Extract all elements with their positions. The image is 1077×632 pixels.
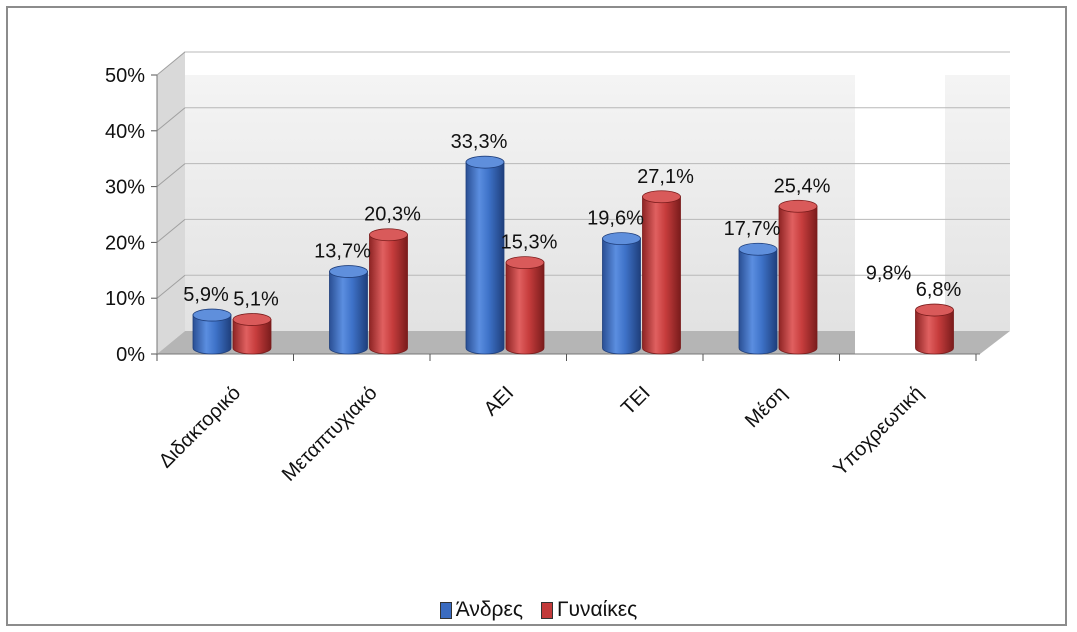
data-label: 13,7% xyxy=(314,241,371,263)
y-tick-label: 10% xyxy=(105,288,145,310)
x-tick-label: Υποχρεωτική xyxy=(829,382,927,480)
gridline-depth xyxy=(156,274,186,299)
legend: Άνδρες Γυναίκες xyxy=(0,596,1077,624)
legend-item-men: Άνδρες xyxy=(439,598,523,622)
data-label: 27,1% xyxy=(637,166,694,188)
x-tick-label: Μέση xyxy=(741,382,791,432)
data-label: 6,8% xyxy=(916,279,962,301)
legend-swatch-men xyxy=(439,601,452,619)
gridline-depth xyxy=(156,107,186,132)
data-label: 17,7% xyxy=(724,218,781,240)
chart-gap xyxy=(855,45,945,360)
bar-women xyxy=(642,190,681,355)
y-tick-label: 20% xyxy=(105,232,145,254)
data-label: 15,3% xyxy=(501,232,558,254)
x-tick-label: Διδακτορικό xyxy=(155,382,245,472)
bar-women xyxy=(232,313,272,355)
y-tick-label: 30% xyxy=(105,177,145,199)
bar-women xyxy=(369,228,408,355)
x-tick-label: ΑΕΙ xyxy=(480,382,518,420)
data-label: 33,3% xyxy=(451,131,508,153)
y-tick-label: 40% xyxy=(105,121,145,143)
gridline-depth xyxy=(156,219,186,243)
gridline-depth xyxy=(156,51,186,76)
legend-swatch-women xyxy=(540,601,553,619)
data-label: 25,4% xyxy=(774,175,831,197)
bar-men xyxy=(192,308,232,355)
y-tick-label: 0% xyxy=(116,344,145,366)
bar-women xyxy=(505,256,545,355)
gridline-depth xyxy=(156,163,186,187)
data-label: 19,6% xyxy=(587,208,644,230)
data-label: 5,9% xyxy=(183,284,229,306)
data-label: 9,8% xyxy=(866,262,912,284)
legend-label-women: Γυναίκες xyxy=(556,598,638,621)
x-tick-label: Μεταπτυχιακό xyxy=(278,382,382,486)
bar-men xyxy=(465,155,505,355)
data-label: 20,3% xyxy=(364,204,421,226)
bar-women xyxy=(915,303,954,355)
data-label: 5,1% xyxy=(233,289,279,311)
x-tick-label: ΤΕΙ xyxy=(617,382,655,420)
legend-item-women: Γυναίκες xyxy=(540,598,638,622)
chart-side-wall xyxy=(157,51,185,354)
bar-women xyxy=(778,199,818,355)
legend-label-men: Άνδρες xyxy=(455,598,523,621)
bar-men xyxy=(329,265,368,355)
y-tick-label: 50% xyxy=(105,65,145,87)
bar-men xyxy=(738,242,778,355)
bar-men xyxy=(602,232,641,355)
